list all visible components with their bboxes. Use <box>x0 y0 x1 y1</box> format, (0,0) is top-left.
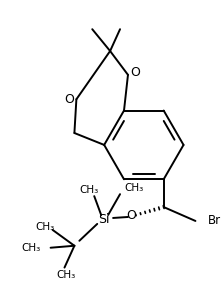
Text: Si: Si <box>98 213 110 226</box>
Text: CH₃: CH₃ <box>80 185 99 195</box>
Text: CH₃: CH₃ <box>124 183 143 193</box>
Text: CH₃: CH₃ <box>22 243 41 253</box>
Text: O: O <box>126 210 136 222</box>
Text: O: O <box>65 93 74 106</box>
Text: CH₃: CH₃ <box>35 222 54 232</box>
Text: CH₃: CH₃ <box>57 270 76 279</box>
Text: Br: Br <box>208 214 222 228</box>
Text: O: O <box>130 66 140 79</box>
